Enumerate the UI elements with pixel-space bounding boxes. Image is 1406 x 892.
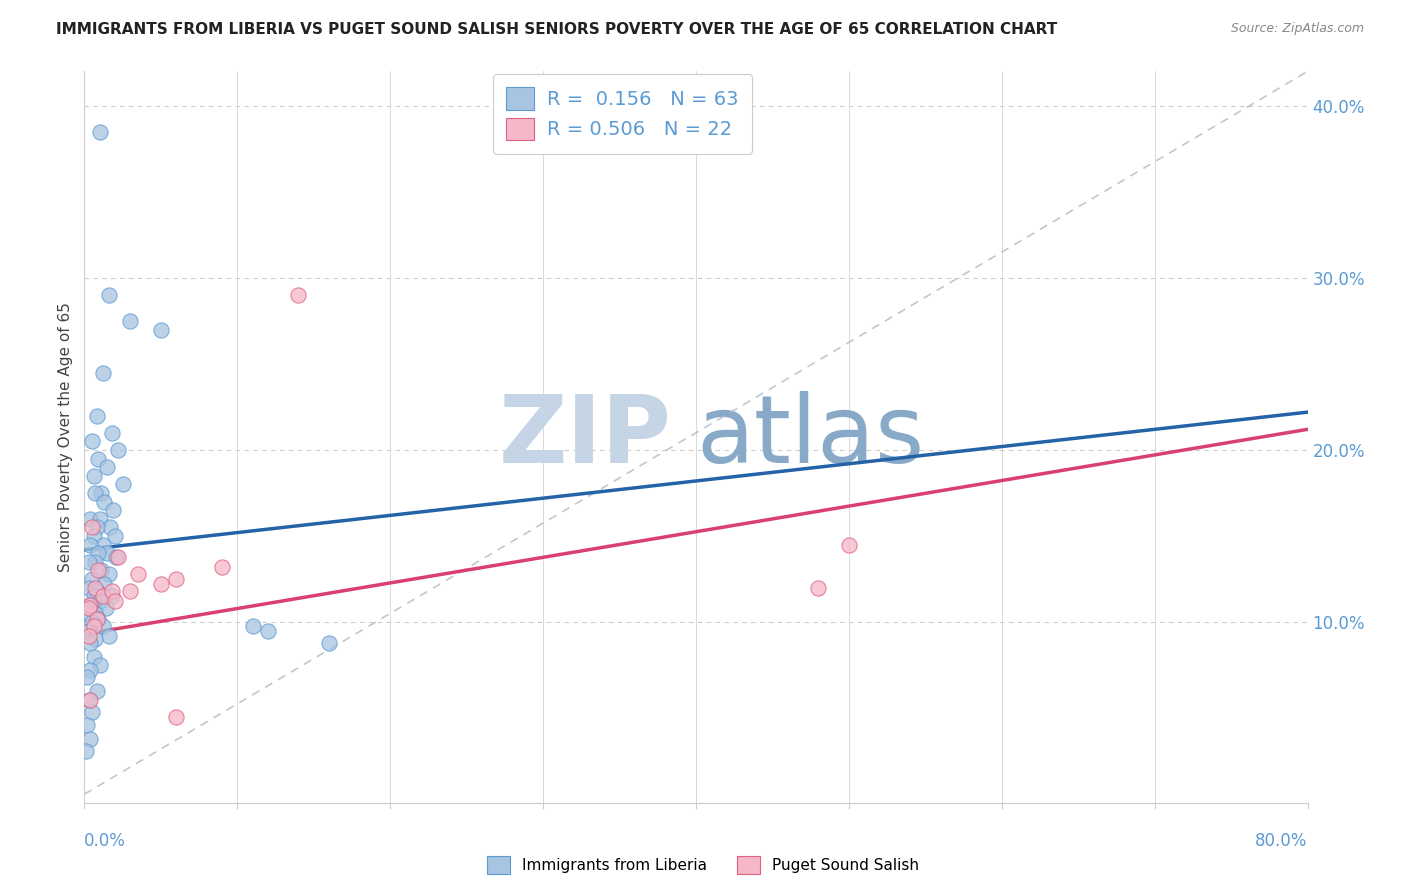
Point <box>79 636 101 650</box>
Point <box>75 744 97 758</box>
Point <box>87 451 110 466</box>
Point <box>83 618 105 632</box>
Point <box>89 512 111 526</box>
Point <box>77 601 100 615</box>
Point <box>120 314 142 328</box>
Point <box>79 598 101 612</box>
Point <box>86 520 108 534</box>
Text: IMMIGRANTS FROM LIBERIA VS PUGET SOUND SALISH SENIORS POVERTY OVER THE AGE OF 65: IMMIGRANTS FROM LIBERIA VS PUGET SOUND S… <box>56 22 1057 37</box>
Point <box>79 538 101 552</box>
Point <box>86 684 108 698</box>
Point <box>80 615 103 629</box>
Point <box>93 577 115 591</box>
Point <box>76 670 98 684</box>
Point <box>83 468 105 483</box>
Point <box>96 546 118 560</box>
Point <box>149 577 172 591</box>
Point <box>86 409 108 423</box>
Point <box>90 564 112 578</box>
Point <box>86 612 108 626</box>
Point <box>83 589 105 603</box>
Point <box>79 512 101 526</box>
Point <box>287 288 309 302</box>
Point <box>76 607 98 621</box>
Point <box>105 549 128 564</box>
Point <box>77 629 100 643</box>
Point <box>80 434 103 449</box>
Point <box>104 529 127 543</box>
Point <box>83 649 105 664</box>
Point <box>165 710 187 724</box>
Point <box>96 460 118 475</box>
Point <box>87 564 110 578</box>
Point <box>84 555 107 569</box>
Point <box>107 442 129 457</box>
Point <box>89 658 111 673</box>
Point <box>79 663 101 677</box>
Point <box>79 598 101 612</box>
Point <box>101 425 124 440</box>
Point <box>76 718 98 732</box>
Point <box>318 636 340 650</box>
Legend: R =  0.156   N = 63, R = 0.506   N = 22: R = 0.156 N = 63, R = 0.506 N = 22 <box>492 74 752 153</box>
Text: 80.0%: 80.0% <box>1256 832 1308 850</box>
Point <box>87 546 110 560</box>
Point <box>77 581 100 595</box>
Point <box>97 629 120 643</box>
Point <box>91 589 114 603</box>
Point <box>838 538 860 552</box>
Point <box>91 618 114 632</box>
Point <box>127 566 149 581</box>
Point <box>77 624 100 638</box>
Point <box>101 584 124 599</box>
Point <box>84 486 107 500</box>
Point <box>165 572 187 586</box>
Point <box>807 581 830 595</box>
Point <box>103 503 125 517</box>
Point <box>91 366 114 380</box>
Point <box>120 584 142 599</box>
Text: Source: ZipAtlas.com: Source: ZipAtlas.com <box>1230 22 1364 36</box>
Point <box>84 581 107 595</box>
Point <box>83 529 105 543</box>
Point <box>80 572 103 586</box>
Point <box>242 618 264 632</box>
Y-axis label: Seniors Poverty Over the Age of 65: Seniors Poverty Over the Age of 65 <box>58 302 73 572</box>
Text: atlas: atlas <box>696 391 924 483</box>
Point <box>89 125 111 139</box>
Point <box>97 566 120 581</box>
Point <box>80 520 103 534</box>
Point <box>211 560 233 574</box>
Point <box>101 589 124 603</box>
Point <box>79 732 101 747</box>
Point <box>89 594 111 608</box>
Point <box>257 624 280 638</box>
Point <box>94 601 117 615</box>
Point <box>91 538 114 552</box>
Text: ZIP: ZIP <box>499 391 672 483</box>
Text: 0.0%: 0.0% <box>84 832 127 850</box>
Point <box>79 692 101 706</box>
Point <box>104 594 127 608</box>
Point <box>80 705 103 719</box>
Point <box>84 607 107 621</box>
Legend: Immigrants from Liberia, Puget Sound Salish: Immigrants from Liberia, Puget Sound Sal… <box>481 850 925 880</box>
Point <box>107 549 129 564</box>
Point <box>87 612 110 626</box>
Point <box>93 494 115 508</box>
Point <box>97 288 120 302</box>
Point <box>149 322 172 336</box>
Point <box>111 477 134 491</box>
Point <box>77 692 100 706</box>
Point <box>84 632 107 647</box>
Point <box>98 520 121 534</box>
Point <box>90 486 112 500</box>
Point <box>77 555 100 569</box>
Point <box>86 584 108 599</box>
